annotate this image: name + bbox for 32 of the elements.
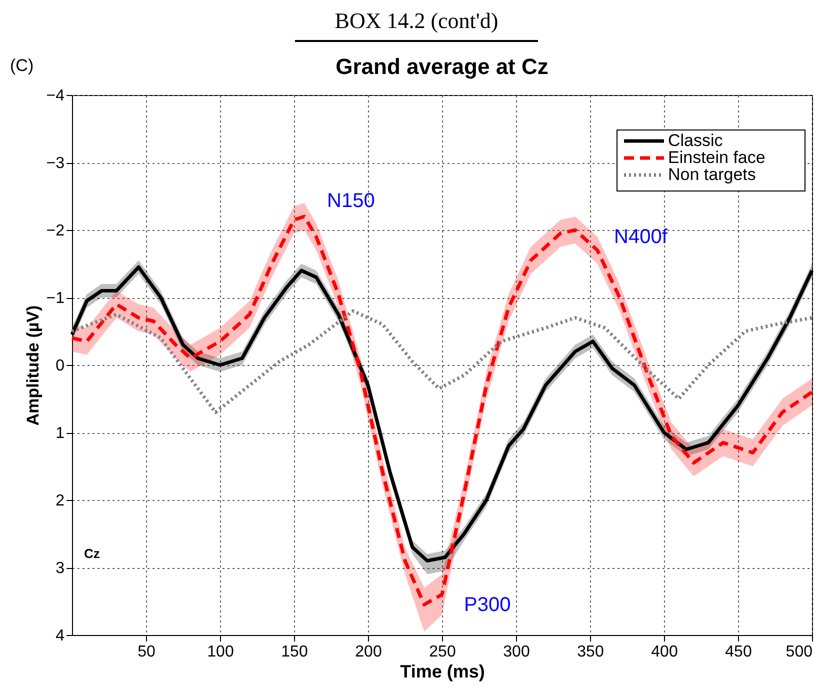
- note-text: P300: [464, 594, 511, 617]
- x-tick-label: 200: [355, 644, 382, 660]
- x-axis-title: Time (ms): [400, 662, 485, 682]
- y-tick-label: 0: [56, 358, 65, 374]
- x-tick-label: 50: [138, 644, 156, 660]
- y-tick-label: −4: [46, 88, 65, 104]
- x-tick-label: 100: [207, 644, 234, 660]
- note-text: BOX 14.2 (cont'd): [0, 8, 833, 42]
- x-tick-label: 500: [786, 644, 813, 660]
- y-tick-label: 3: [56, 560, 65, 577]
- note-text: N150: [327, 190, 375, 213]
- y-tick-label: 2: [56, 492, 65, 510]
- legend-label: Einstein face: [668, 148, 766, 167]
- x-tick-label: 450: [725, 644, 752, 660]
- chart-title: Grand average at Cz: [336, 54, 548, 79]
- x-tick-label: 150: [281, 644, 308, 660]
- x-tick-label: 250: [429, 644, 456, 660]
- y-tick-label: 4: [56, 628, 65, 644]
- y-tick-label: −2: [46, 222, 65, 240]
- x-tick-label: 300: [503, 644, 530, 660]
- x-tick-label: 350: [577, 644, 604, 660]
- legend-label: Non targets: [668, 165, 756, 184]
- note-text: Cz: [84, 546, 100, 561]
- legend-label: Classic: [668, 131, 724, 150]
- x-tick-label: 400: [651, 644, 678, 660]
- note-text: (C): [10, 56, 34, 76]
- note-text: N400f: [614, 226, 668, 249]
- y-tick-label: −1: [46, 290, 65, 307]
- y-tick-label: 1: [56, 425, 65, 442]
- y-axis-title: Amplitude (µV): [23, 305, 42, 426]
- y-tick-label: −3: [46, 155, 65, 172]
- line-series: [70, 309, 814, 414]
